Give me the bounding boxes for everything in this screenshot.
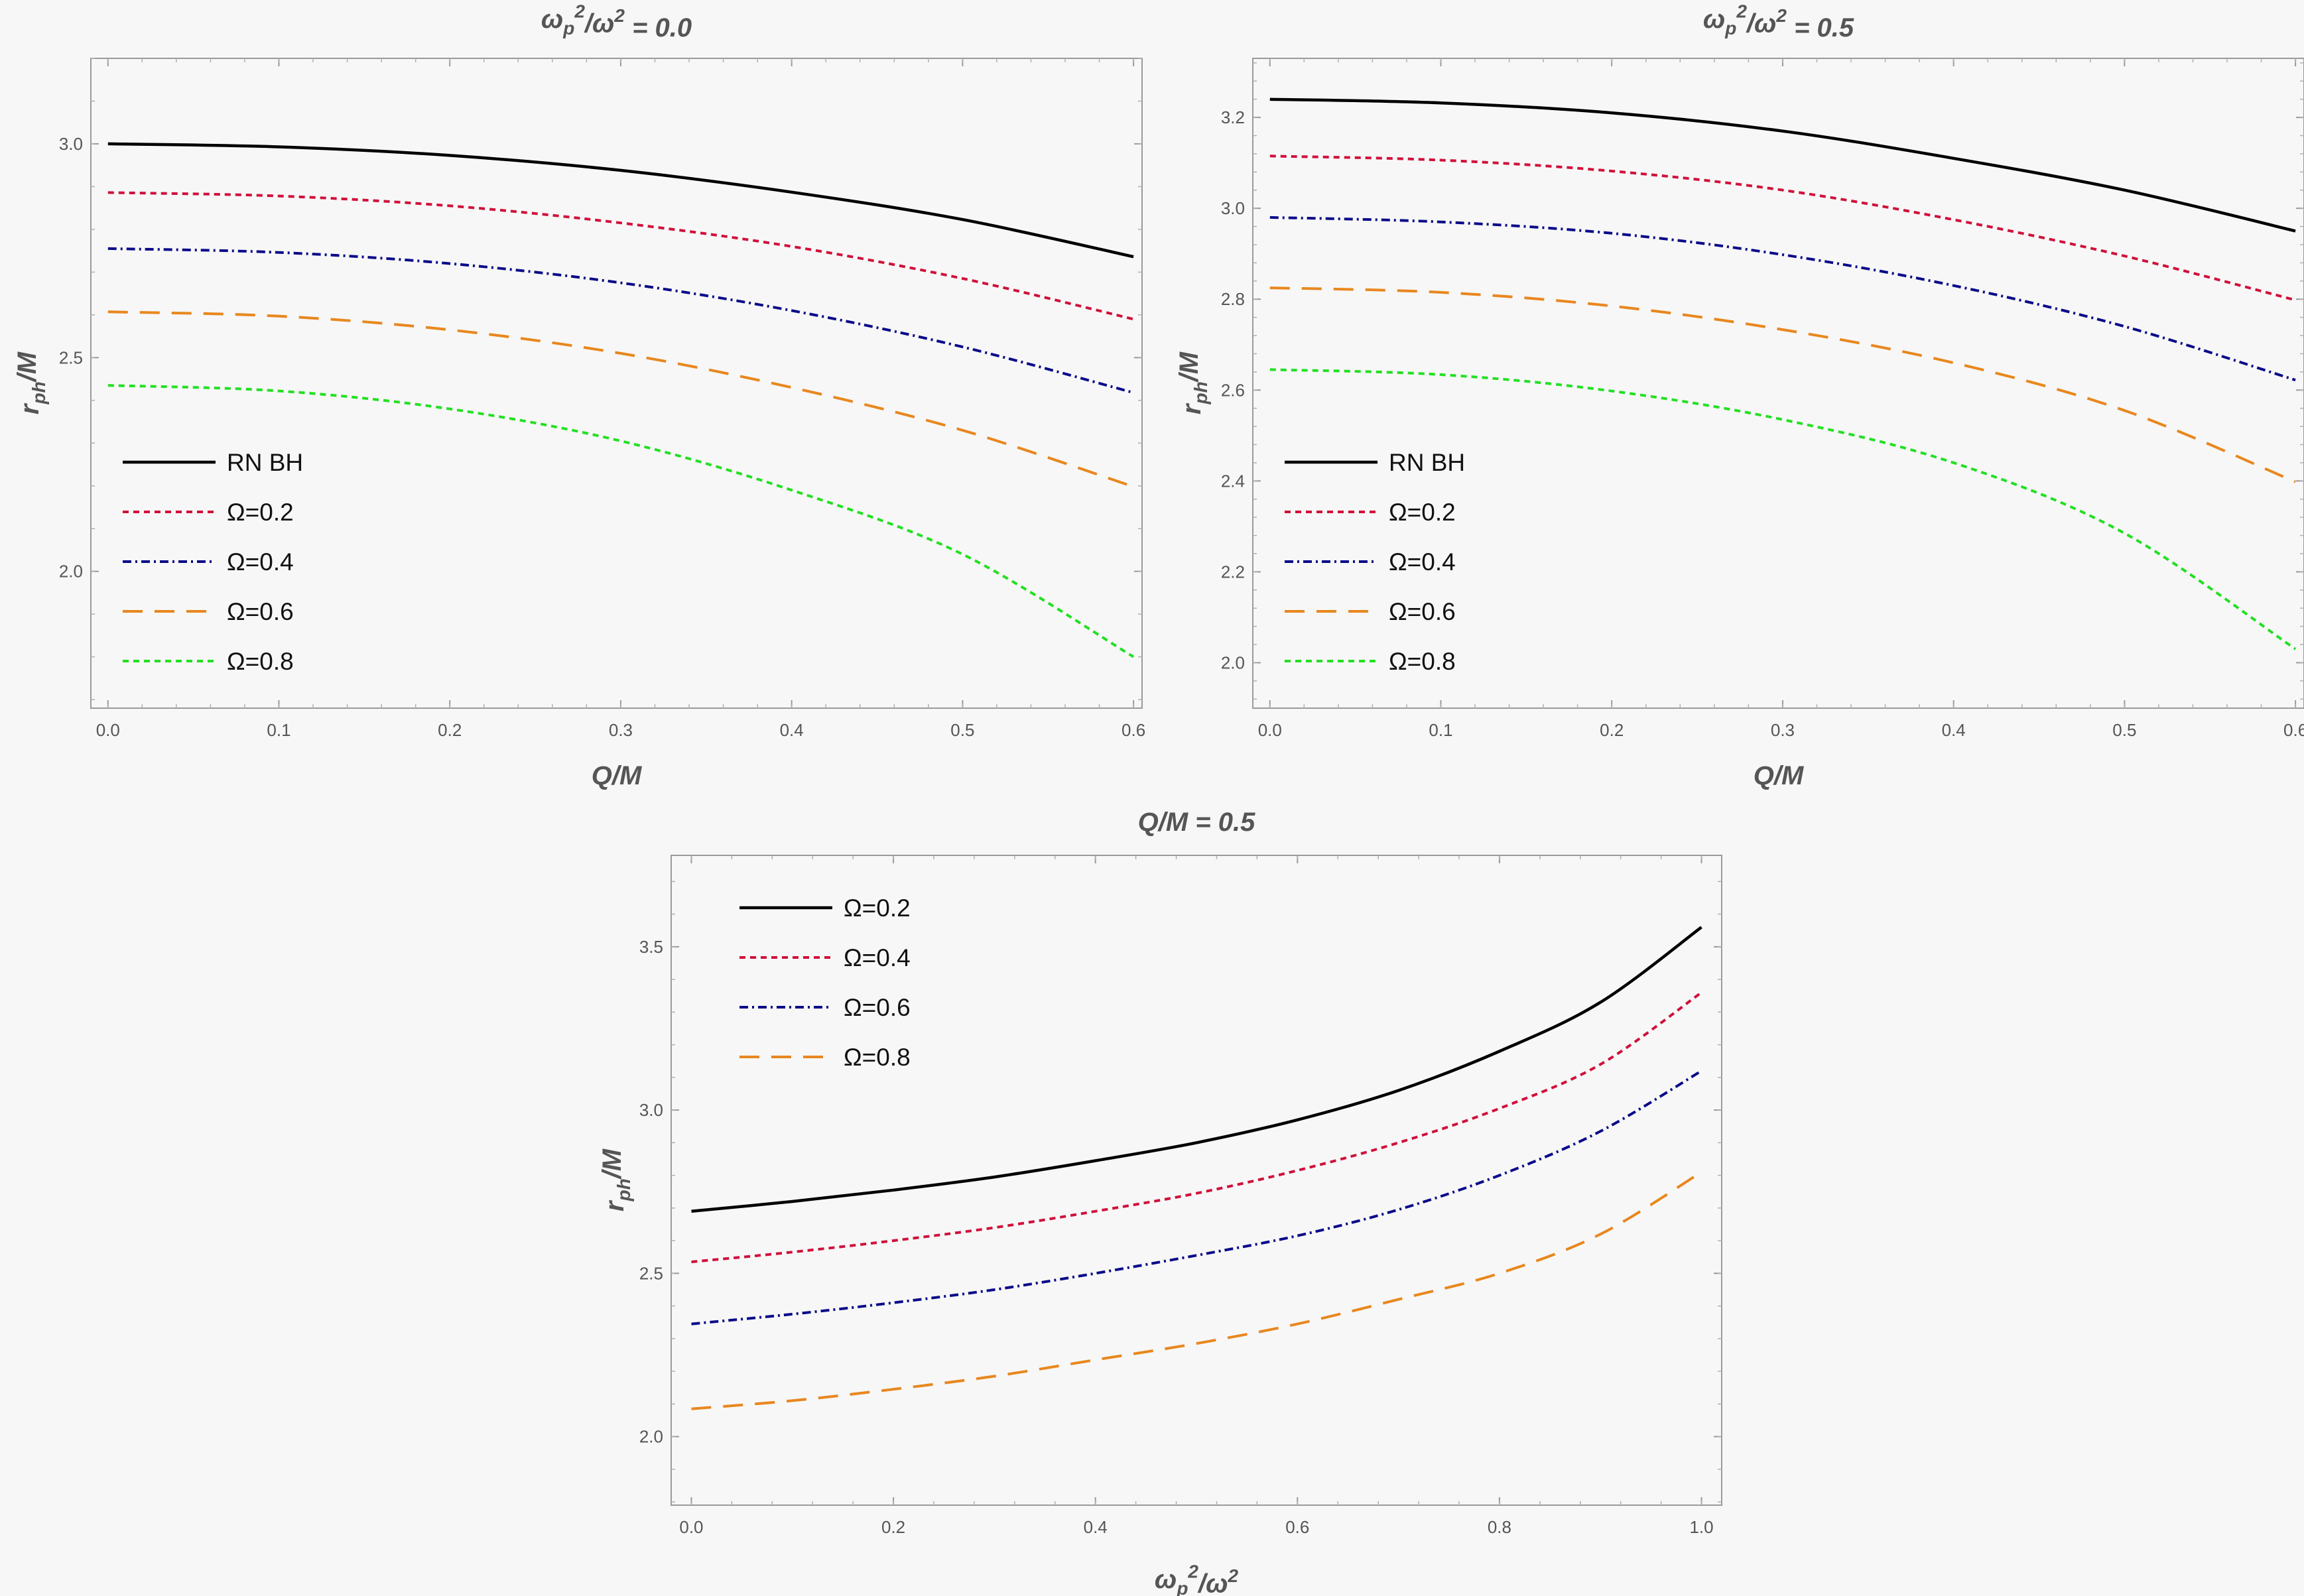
legend-label-1: Ω=0.2 — [227, 499, 294, 526]
y-tick-label: 3.0 — [639, 1100, 663, 1120]
x-tick-label: 0.8 — [1488, 1517, 1511, 1537]
x-tick-label: 0.0 — [96, 720, 120, 740]
series-line-3 — [107, 310, 1134, 488]
y-tick-label: 2.4 — [1221, 471, 1245, 491]
y-axis-title: rph/M — [13, 351, 49, 414]
series-line-0 — [691, 926, 1702, 1213]
y-tick-label: 2.6 — [1221, 380, 1245, 400]
series-line-2 — [691, 1070, 1702, 1325]
plot-frame — [90, 58, 1143, 709]
legend-label-0: RN BH — [227, 449, 303, 476]
x-tick-label: 0.4 — [1942, 720, 1966, 740]
x-tick-label: 0.6 — [1285, 1517, 1309, 1537]
y-tick-label: 3.2 — [1221, 107, 1245, 127]
y-tick-label: 2.0 — [639, 1427, 663, 1447]
y-axis-title: rph/M — [598, 1148, 634, 1211]
y-axis-title-group: rph/M — [13, 351, 49, 414]
series-line-2 — [1269, 215, 2296, 382]
y-tick-label: 2.0 — [1221, 652, 1245, 672]
legend-label-1: Ω=0.2 — [1389, 499, 1456, 526]
x-axis-title: Q/M — [592, 761, 643, 790]
chart-title: ωp2/ω2 = 0.5 — [1703, 1, 1854, 43]
legend-label-2: Ω=0.4 — [227, 548, 294, 576]
y-tick-label: 2.8 — [1221, 289, 1245, 309]
x-tick-label: 0.6 — [1121, 720, 1145, 740]
chart-panel-top-right: 0.0 0.1 0.2 0.3 0.4 0.5 0.6 2.0 2.2 2.4 2.6 2.8 3.0 3… — [1175, 1, 2304, 790]
x-axis-title: ωp2/ω2 — [1155, 1562, 1239, 1596]
series-line-4 — [1269, 368, 2297, 650]
y-tick-label: 3.5 — [639, 937, 663, 957]
x-tick-label: 0.2 — [1600, 720, 1624, 740]
y-axis-title: rph/M — [1175, 351, 1211, 414]
chart-panel-bottom: 0.0 0.2 0.4 0.6 0.8 1.0 2.0 2.5 3.0 3.5 Ω=0.2 Ω=0.4… — [598, 808, 1722, 1596]
y-tick-label: 3.0 — [1221, 198, 1245, 218]
legend-label-0: Ω=0.2 — [844, 894, 911, 922]
x-tick-label: 0.5 — [2112, 720, 2136, 740]
legend-label-2: Ω=0.4 — [1389, 548, 1456, 576]
y-axis-title-group: rph/M — [598, 1148, 634, 1211]
series-line-0 — [1269, 97, 2296, 233]
legend-label-3: Ω=0.8 — [844, 1044, 911, 1071]
x-axis-title: Q/M — [1754, 761, 1805, 790]
plot-frame — [1252, 58, 2304, 709]
y-tick-label: 3.0 — [59, 134, 83, 154]
x-tick-label: 0.6 — [2283, 720, 2304, 740]
legend-label-3: Ω=0.6 — [227, 598, 294, 625]
y-tick-label: 2.5 — [639, 1263, 663, 1283]
y-axis-title-group: rph/M — [1175, 351, 1211, 414]
series-line-4 — [107, 384, 1135, 658]
series-line-0 — [107, 142, 1134, 259]
legend-label-1: Ω=0.4 — [844, 944, 911, 971]
series-line-3 — [1269, 286, 2296, 483]
y-tick-label: 2.0 — [59, 562, 83, 582]
x-tick-label: 0.3 — [1771, 720, 1795, 740]
series-line-2 — [107, 247, 1134, 395]
series-line-1 — [691, 991, 1702, 1264]
x-tick-label: 0.2 — [881, 1517, 905, 1537]
x-tick-label: 0.2 — [438, 720, 462, 740]
chart-title: ωp2/ω2 = 0.0 — [541, 1, 692, 43]
x-tick-label: 0.4 — [780, 720, 804, 740]
x-tick-label: 0.3 — [609, 720, 633, 740]
x-tick-label: 0.5 — [950, 720, 974, 740]
legend-label-4: Ω=0.8 — [227, 648, 294, 675]
x-tick-label: 0.0 — [1258, 720, 1282, 740]
legend-label-2: Ω=0.6 — [844, 994, 911, 1021]
legend-label-3: Ω=0.6 — [1389, 598, 1456, 625]
chart-title: Q/M = 0.5 — [1138, 808, 1255, 837]
y-tick-label: 2.2 — [1221, 562, 1245, 582]
series-line-3 — [691, 1170, 1702, 1410]
y-tick-label: 2.5 — [59, 347, 83, 367]
x-tick-label: 1.0 — [1689, 1517, 1713, 1537]
x-tick-label: 0.0 — [679, 1517, 703, 1537]
legend-label-0: RN BH — [1389, 449, 1465, 476]
legend-label-4: Ω=0.8 — [1389, 648, 1456, 675]
series-line-1 — [107, 191, 1134, 321]
plot-frame — [671, 855, 1722, 1506]
x-tick-label: 0.4 — [1084, 1517, 1108, 1537]
series-line-1 — [1269, 154, 2296, 302]
x-tick-label: 0.1 — [1429, 720, 1452, 740]
chart-panel-top-left: 0.0 0.1 0.2 0.3 0.4 0.5 0.6 2.0 2.5 3.0 RN BH Ω=0.2… — [13, 1, 1145, 790]
x-tick-label: 0.1 — [267, 720, 290, 740]
